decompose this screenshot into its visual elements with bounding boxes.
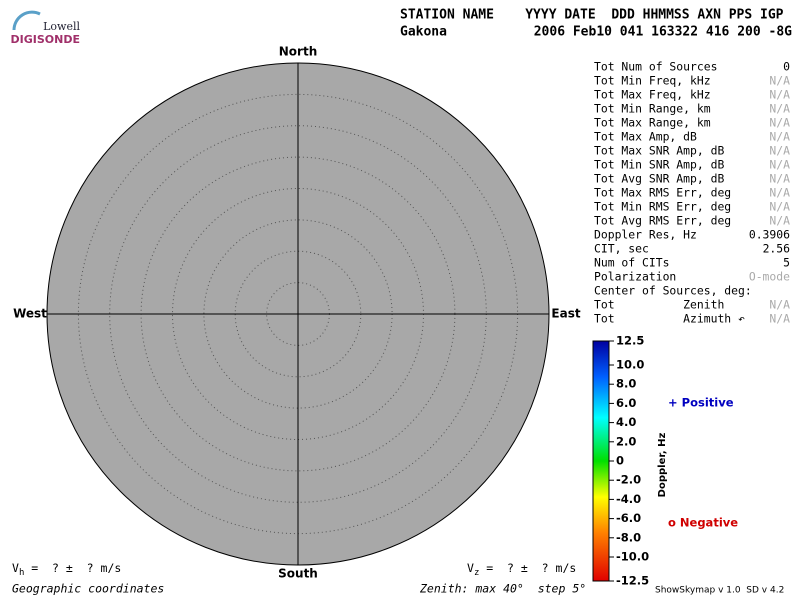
stat-value: N/A: [769, 186, 790, 200]
colorbar-tick-label: -4.0: [616, 492, 641, 506]
north-label: North: [279, 45, 317, 59]
stat-label: Tot Azimuth ↶: [594, 312, 745, 326]
colorbar-tick-label: 2.0: [616, 434, 636, 448]
stat-value: N/A: [769, 200, 790, 214]
vh-value: = ? ± ? m/s: [24, 561, 121, 575]
colorbar-tick-label: -12.5: [616, 574, 649, 588]
colorbar-tick-label: -10.0: [616, 550, 649, 564]
colorbar-tick-label: -8.0: [616, 530, 641, 544]
colorbar-tick-label: 8.0: [616, 377, 636, 391]
stat-label: Doppler Res, Hz: [594, 228, 697, 242]
legend-negative: o Negative: [668, 516, 738, 530]
legend-positive: + Positive: [668, 396, 734, 410]
coords: Geographic coordinates: [12, 582, 164, 596]
stat-label: Tot Zenith: [594, 298, 724, 312]
stat-label: Tot Avg RMS Err, deg: [594, 214, 731, 228]
stat-value: N/A: [769, 74, 790, 88]
vh-sub: h: [19, 568, 24, 578]
south-label: South: [278, 567, 318, 581]
colorbar: [592, 340, 610, 582]
colorbar-label: Doppler, Hz: [657, 433, 668, 498]
stat-value: 5: [783, 256, 790, 270]
stat-value: N/A: [769, 172, 790, 186]
colorbar-tick-label: 12.5: [616, 334, 644, 348]
stat-label: Tot Max Range, km: [594, 116, 711, 130]
stat-value: N/A: [769, 214, 790, 228]
vz-symbol: V: [467, 561, 474, 575]
stat-label: Tot Min Range, km: [594, 102, 711, 116]
stat-label: CIT, sec: [594, 242, 649, 256]
vh-symbol: V: [12, 561, 19, 575]
colorbar-tick-label: -6.0: [616, 511, 641, 525]
version: ShowSkymap v 1.0 SD v 4.2: [655, 586, 784, 596]
stat-value: N/A: [769, 88, 790, 102]
header-columns: STATION NAME YYYY DATE DDD HHMMSS AXN PP…: [400, 8, 784, 23]
stat-value: N/A: [769, 102, 790, 116]
stat-value: 0: [783, 60, 790, 74]
stat-label: Tot Max Freq, kHz: [594, 88, 711, 102]
stat-label: Tot Min SNR Amp, dB: [594, 158, 724, 172]
station: Gakona: [400, 25, 447, 40]
stat-value: N/A: [769, 144, 790, 158]
colorbar-ticks: 12.5 10.0 8.0 6.0 4.0 2.0 0 -2.0 -4.0 -6.0 -8.0 -10…: [609, 334, 649, 588]
vz-value: = ? ± ? m/s: [479, 561, 576, 575]
stat-label: Tot Avg SNR Amp, dB: [594, 172, 724, 186]
west-label: West: [13, 307, 47, 321]
colorbar-tick-label: -2.0: [616, 473, 641, 487]
stat-label: Tot Max Amp, dB: [594, 130, 697, 144]
stat-label: Tot Max RMS Err, deg: [594, 186, 731, 200]
stat-label: Tot Min Freq, kHz: [594, 74, 711, 88]
stat-value: N/A: [769, 130, 790, 144]
stat-value: O-mode: [749, 270, 790, 284]
stat-value: 0.3906: [749, 228, 790, 242]
stat-label: Num of CITs: [594, 256, 669, 270]
header-values: 2006 Feb10 041 163322 416 200 -8G: [534, 25, 792, 40]
zenith-info: Zenith: max 40° step 5°: [419, 582, 586, 596]
stat-label: Tot Num of Sources: [594, 60, 717, 74]
stat-label: Polarization: [594, 270, 676, 284]
stat-label: Tot Min RMS Err, deg: [594, 200, 731, 214]
stat-value: N/A: [769, 116, 790, 130]
stat-label: Center of Sources, deg:: [594, 284, 752, 298]
stat-value: N/A: [769, 312, 790, 326]
logo-arc: [12, 10, 41, 31]
colorbar-tick-label: 0: [616, 454, 624, 468]
vz-sub: z: [474, 568, 479, 578]
stat-value: N/A: [769, 298, 790, 312]
east-label: East: [551, 307, 580, 321]
vz-text: Vz = ? ± ? m/s: [467, 561, 576, 578]
stat-value: N/A: [769, 158, 790, 172]
colorbar-tick-label: 10.0: [616, 358, 644, 372]
stat-value: 2.56: [763, 242, 791, 256]
logo-bottom: DIGISONDE: [11, 33, 80, 46]
vh-text: Vh = ? ± ? m/s: [12, 561, 121, 578]
colorbar-tick-label: 4.0: [616, 415, 636, 429]
logo-top: Lowell: [43, 20, 80, 33]
colorbar-tick-label: 6.0: [616, 396, 636, 410]
stat-label: Tot Max SNR Amp, dB: [594, 144, 724, 158]
stats-table: Tot Num of Sources 0 Tot Min Freq, kHz N/A T…: [594, 60, 790, 326]
